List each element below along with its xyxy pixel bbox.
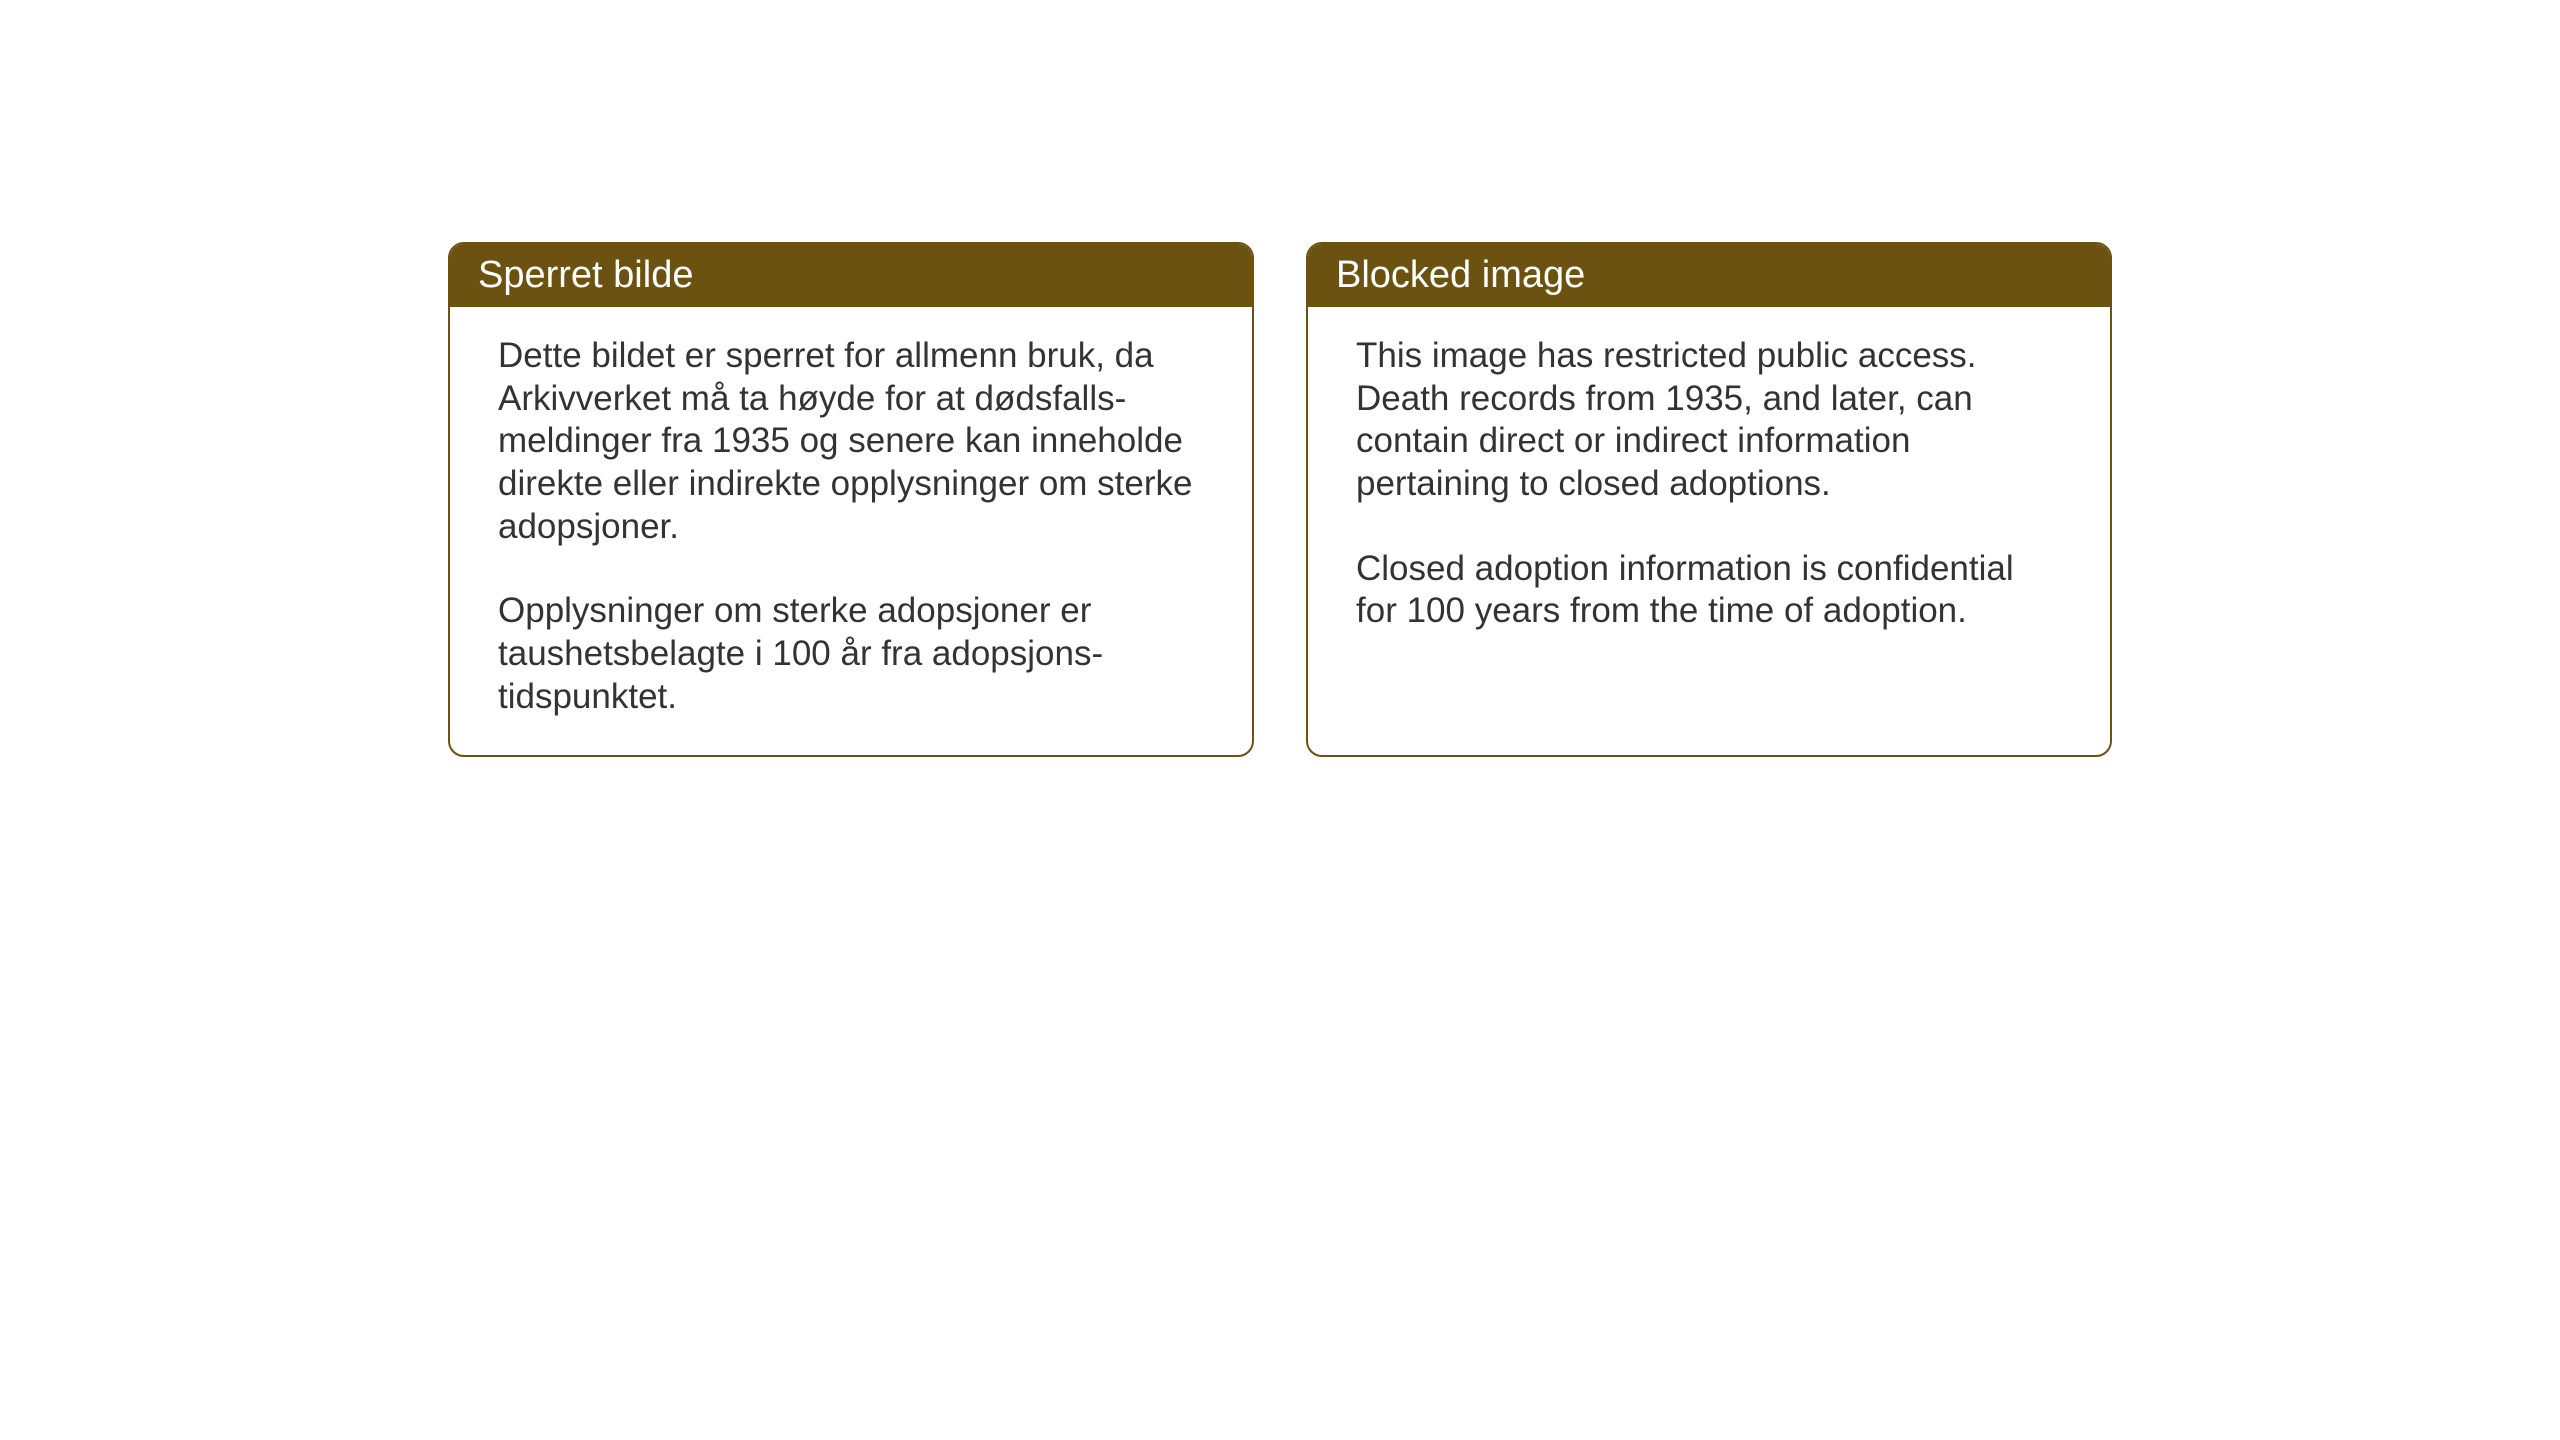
notice-paragraph-2-norwegian: Opplysninger om sterke adopsjoner er tau… bbox=[498, 590, 1204, 718]
notice-body-norwegian: Dette bildet er sperret for allmenn bruk… bbox=[450, 307, 1252, 755]
notice-header-norwegian: Sperret bilde bbox=[450, 244, 1252, 307]
notice-paragraph-1-english: This image has restricted public access.… bbox=[1356, 335, 2062, 506]
notice-paragraph-1-norwegian: Dette bildet er sperret for allmenn bruk… bbox=[498, 335, 1204, 548]
notice-box-english: Blocked image This image has restricted … bbox=[1306, 242, 2112, 757]
notice-box-norwegian: Sperret bilde Dette bildet er sperret fo… bbox=[448, 242, 1254, 757]
notice-header-english: Blocked image bbox=[1308, 244, 2110, 307]
notice-title-norwegian: Sperret bilde bbox=[478, 254, 693, 296]
notice-body-english: This image has restricted public access.… bbox=[1308, 307, 2110, 727]
notice-title-english: Blocked image bbox=[1336, 254, 1585, 296]
notice-paragraph-2-english: Closed adoption information is confident… bbox=[1356, 548, 2062, 633]
notice-container: Sperret bilde Dette bildet er sperret fo… bbox=[448, 242, 2112, 757]
